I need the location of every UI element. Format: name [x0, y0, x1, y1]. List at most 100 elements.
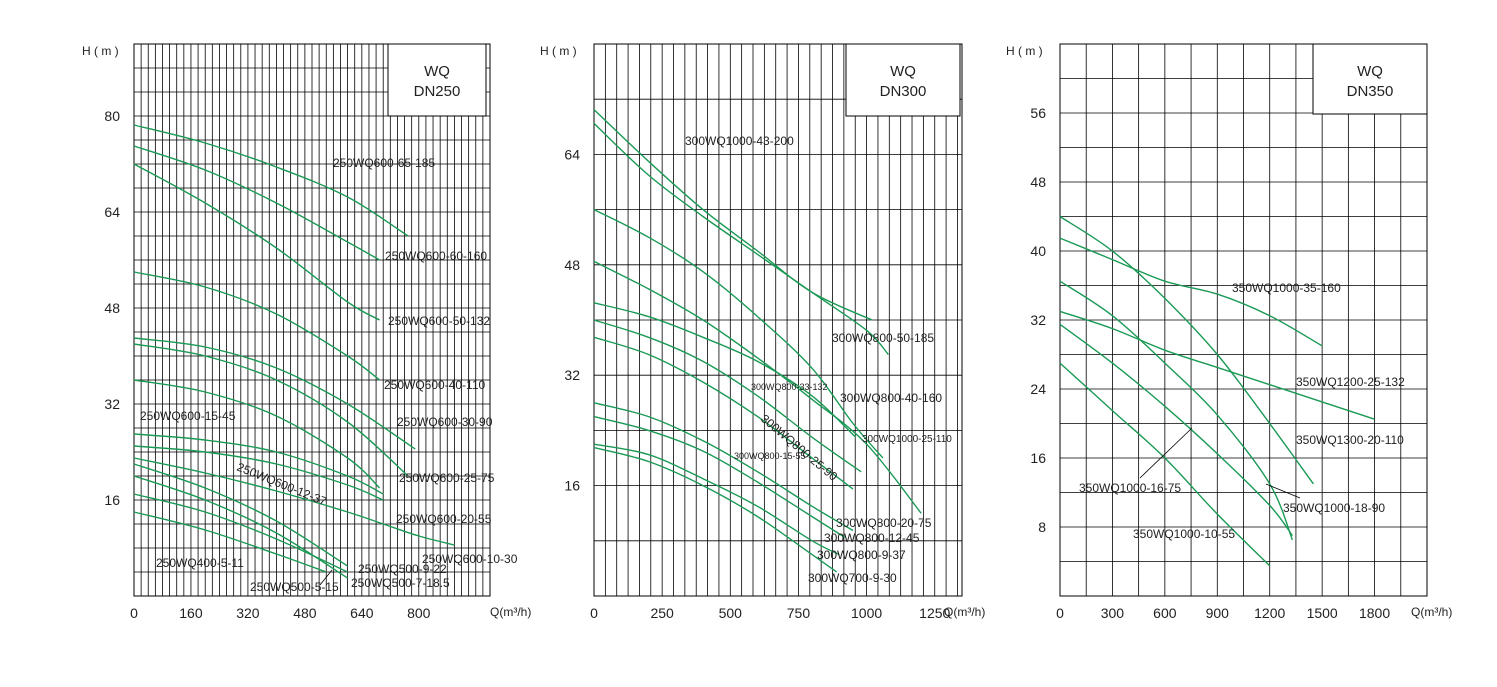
x-tick-label: 0: [1056, 605, 1064, 621]
y-tick-label: 40: [1030, 243, 1046, 259]
y-axis-label: H ( m ): [540, 44, 577, 58]
curve-label: 250WQ600-20-55: [396, 512, 492, 526]
performance-curve: [133, 475, 348, 579]
curves: [133, 124, 455, 579]
grid: [594, 44, 962, 596]
curve-label: 300WQ800-20-75: [836, 516, 932, 530]
performance-curve: [133, 124, 409, 237]
chart-title-line2: DN300: [880, 83, 927, 100]
tick-labels: 0 300 600 900 1200 1500 1800 8 16 24 32 40 48 56: [1030, 105, 1390, 621]
title-box: [387, 43, 487, 117]
performance-curve: [133, 433, 384, 495]
performance-curve: [593, 402, 854, 532]
x-axis-label: Q(m³/h): [1411, 605, 1452, 619]
performance-curve: [133, 493, 348, 573]
performance-curve: [593, 336, 854, 490]
curve-label: 300WQ800-25-90: [758, 412, 840, 484]
curve-label: 300WQ800-15-55: [734, 451, 806, 461]
y-tick-label: 48: [1030, 174, 1046, 190]
curve-label: 350WQ1000-10-55: [1133, 527, 1235, 541]
performance-curve: [1059, 323, 1293, 537]
leader-line: [1265, 483, 1301, 499]
x-tick-label: 900: [1206, 605, 1230, 621]
performance-curve: [593, 446, 838, 573]
chart-title-line1: WQ: [1357, 63, 1383, 80]
curve-label: 350WQ1200-25-132: [1296, 375, 1405, 389]
curves: [593, 109, 922, 573]
x-tick-label: 640: [350, 605, 374, 621]
curve-label: 250WQ500-9-22: [358, 562, 447, 576]
x-tick-label: 1200: [1254, 605, 1285, 621]
y-tick-label: 48: [564, 257, 580, 273]
curve-label: 300WQ1000-43-200: [685, 134, 794, 148]
curve-label: 250WQ600-65-185: [333, 156, 435, 170]
performance-curve: [1059, 362, 1271, 567]
curve-label: 300WQ800-40-160: [840, 391, 942, 405]
curve-label: 300WQ800-9-37: [817, 548, 906, 562]
x-tick-label: 500: [719, 605, 743, 621]
plot-frame: [1059, 43, 1428, 597]
x-tick-label: 320: [236, 605, 260, 621]
curve-label: 250WQ600-15-45: [140, 409, 236, 423]
x-axis-label: Q(m³/h): [944, 605, 985, 619]
leader-line: [319, 569, 333, 586]
curve-label: 250WQ500-5-15: [250, 580, 339, 594]
curve-label: 250WQ600-30-90: [397, 415, 493, 429]
x-tick-label: 0: [130, 605, 138, 621]
y-tick-label: 48: [104, 300, 120, 316]
performance-curve: [133, 343, 409, 477]
x-tick-label: 800: [407, 605, 431, 621]
performance-curve: [1059, 280, 1294, 541]
tick-labels: 0 160 320 480 640 800 16 32 48 64 80: [104, 108, 430, 621]
curve-label: 300WQ1000-25-110: [862, 434, 952, 445]
y-tick-label: 16: [1030, 450, 1046, 466]
curve-label: 350WQ1000-16-75: [1079, 481, 1181, 495]
curve-label: 250WQ500-7-18.5: [351, 576, 450, 590]
title-box: [1312, 43, 1428, 115]
y-tick-label: 16: [104, 492, 120, 508]
x-tick-label: 1500: [1307, 605, 1338, 621]
performance-curve: [133, 445, 384, 501]
x-axis-label: Q(m³/h): [490, 605, 531, 619]
curve-label: 250WQ400-5-11: [156, 556, 244, 570]
y-tick-label: 32: [104, 396, 120, 412]
performance-curve: [1059, 237, 1323, 347]
curve-label: 350WQ1000-18-90: [1283, 501, 1385, 515]
y-tick-label: 32: [564, 367, 580, 383]
curves: [1059, 215, 1375, 567]
x-tick-label: 1250: [919, 605, 950, 621]
curve-label: 350WQ1000-35-160: [1232, 281, 1341, 295]
chart-title-line1: WQ: [890, 63, 916, 80]
performance-curve: [133, 463, 348, 567]
x-tick-label: 750: [787, 605, 811, 621]
grid: [1060, 44, 1427, 596]
performance-curve: [133, 337, 416, 450]
chart-panel-dn250: H ( m ) Q(m³/h) 0 160 320 480 640 800 16 32 48 64…: [82, 43, 531, 621]
y-tick-label: 56: [1030, 105, 1046, 121]
x-tick-label: 250: [650, 605, 674, 621]
performance-curve: [593, 302, 857, 438]
curve-label: 250WQ600-50-132: [388, 314, 490, 328]
leader-line: [1139, 427, 1193, 479]
y-tick-label: 64: [564, 146, 580, 162]
y-axis-label: H ( m ): [1006, 44, 1043, 58]
y-tick-label: 80: [104, 108, 120, 124]
y-tick-label: 16: [564, 478, 580, 494]
performance-curve: [133, 511, 327, 573]
tick-labels: 0 250 500 750 1000 1250 16 32 48 64: [564, 146, 950, 621]
curve-label: 300WQ700-9-30: [808, 571, 897, 585]
curve-label: 300WQ800-50-185: [832, 331, 934, 345]
x-tick-label: 0: [590, 605, 598, 621]
performance-curve: [593, 122, 889, 355]
curve-label: 250WQ600-60-160: [385, 249, 487, 263]
performance-curve: [593, 415, 846, 538]
performance-curve: [133, 457, 455, 546]
x-tick-label: 160: [179, 605, 203, 621]
performance-curve: [1059, 215, 1314, 485]
y-tick-label: 64: [104, 204, 120, 220]
performance-curve: [133, 271, 381, 381]
performance-curve: [1059, 310, 1375, 420]
x-tick-label: 1000: [851, 605, 882, 621]
y-axis-label: H ( m ): [82, 44, 119, 58]
